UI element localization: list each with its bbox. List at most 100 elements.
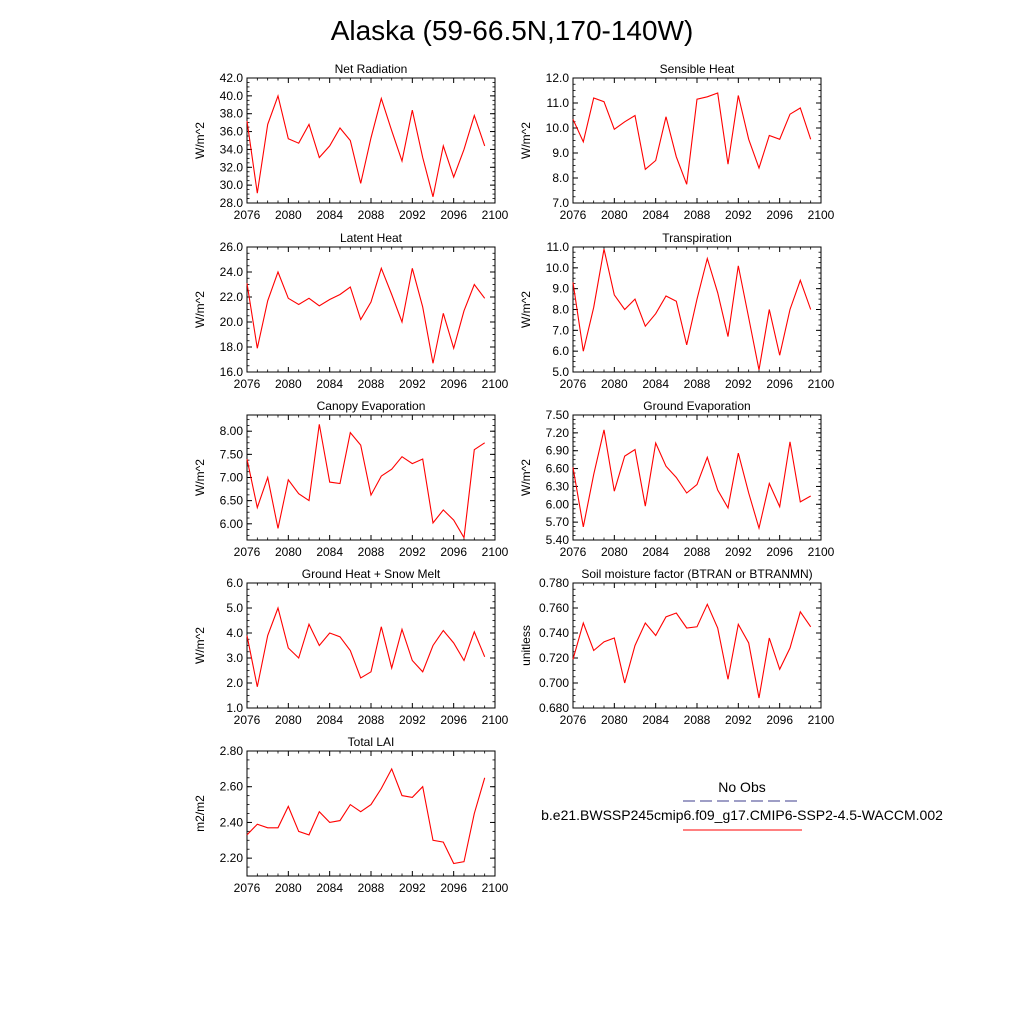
x-tick-label: 2080 (275, 545, 302, 559)
panel-title: Net Radiation (335, 62, 408, 76)
x-tick-label: 2080 (275, 208, 302, 222)
x-tick-label: 2084 (642, 377, 669, 391)
y-tick-label: 6.90 (546, 444, 570, 458)
x-tick-label: 2080 (275, 377, 302, 391)
x-tick-label: 2096 (440, 713, 467, 727)
y-tick-label: 12.0 (546, 71, 570, 85)
x-tick-label: 2100 (808, 208, 835, 222)
plot-frame (246, 582, 496, 709)
y-tick-label: 7.0 (552, 196, 569, 210)
x-tick-label: 2076 (234, 377, 261, 391)
x-tick-label: 2092 (725, 545, 752, 559)
y-axis-label: m2/m2 (193, 795, 207, 832)
y-tick-label: 18.0 (220, 340, 244, 354)
chart-panel-7: Ground Heat + Snow Melt W/m^2 1.0 2.0 3.0 4.0… (193, 567, 509, 727)
series-line (572, 429, 811, 531)
x-tick-label: 2084 (642, 208, 669, 222)
plot-frame (572, 582, 822, 709)
x-tick-label: 2100 (482, 881, 509, 895)
plot-frame (246, 750, 496, 877)
x-tick-label: 2096 (440, 377, 467, 391)
x-tick-label: 2092 (725, 713, 752, 727)
y-tick-label: 7.50 (546, 408, 570, 422)
x-tick-label: 2076 (560, 713, 587, 727)
panel-title: Ground Evaporation (643, 399, 750, 413)
x-tick-label: 2080 (601, 208, 628, 222)
x-tick-label: 2100 (482, 713, 509, 727)
x-tick-label: 2084 (316, 208, 343, 222)
x-tick-label: 2084 (642, 713, 669, 727)
y-tick-label: 11.0 (547, 96, 570, 110)
y-tick-label: 5.70 (546, 515, 570, 529)
x-tick-label: 2092 (399, 377, 426, 391)
series-line (246, 767, 486, 865)
y-tick-label: 7.50 (220, 447, 244, 461)
plot-frame (246, 246, 496, 373)
x-tick-label: 2088 (684, 208, 711, 222)
x-tick-label: 2080 (275, 881, 302, 895)
x-tick-label: 2096 (440, 545, 467, 559)
y-tick-label: 5.0 (226, 601, 243, 615)
x-tick-label: 2084 (316, 713, 343, 727)
x-tick-label: 2088 (358, 377, 385, 391)
y-tick-label: 40.0 (220, 89, 244, 103)
plot-frame (572, 246, 822, 373)
y-tick-label: 30.0 (220, 178, 244, 192)
legend-label-model: b.e21.BWSSP245cmip6.f09_g17.CMIP6-SSP2-4… (541, 807, 943, 823)
y-axis-label: W/m^2 (193, 459, 207, 496)
x-tick-label: 2096 (766, 208, 793, 222)
series-line (572, 92, 812, 185)
y-tick-label: 8.0 (552, 303, 569, 317)
x-tick-label: 2080 (275, 713, 302, 727)
x-tick-label: 2088 (358, 208, 385, 222)
x-tick-label: 2100 (482, 545, 509, 559)
y-tick-label: 10.0 (546, 121, 570, 135)
y-tick-label: 24.0 (220, 265, 244, 279)
y-axis-label: W/m^2 (519, 459, 533, 496)
x-tick-label: 2084 (316, 545, 343, 559)
x-tick-label: 2080 (601, 377, 628, 391)
x-tick-label: 2084 (642, 545, 669, 559)
y-tick-label: 6.00 (546, 497, 570, 511)
x-tick-label: 2088 (358, 545, 385, 559)
y-tick-label: 6.30 (546, 479, 570, 493)
y-axis-label: unitless (519, 625, 533, 666)
x-tick-label: 2076 (560, 377, 587, 391)
y-tick-label: 6.0 (226, 576, 243, 590)
chart-panel-1: Net Radiation W/m^2 28.0 30.0 32.0 34.0 36.0 38… (193, 62, 509, 222)
x-tick-label: 2076 (234, 713, 261, 727)
y-tick-label: 6.50 (220, 494, 244, 508)
x-tick-label: 2100 (808, 377, 835, 391)
y-tick-label: 7.00 (220, 471, 244, 485)
y-tick-label: 42.0 (220, 71, 244, 85)
chart-panel-3: Latent Heat W/m^2 16.0 18.0 20.0 22.0 24.0 26.0… (193, 231, 509, 391)
y-tick-label: 2.0 (226, 676, 243, 690)
y-tick-label: 38.0 (220, 107, 244, 121)
chart-panel-5: Canopy Evaporation W/m^2 6.00 6.50 7.00 7.50 8… (193, 399, 509, 559)
y-tick-label: 9.0 (552, 282, 569, 296)
x-tick-label: 2096 (766, 713, 793, 727)
x-tick-label: 2100 (482, 208, 509, 222)
x-tick-label: 2088 (358, 881, 385, 895)
panel-title: Soil moisture factor (BTRAN or BTRANMN) (581, 567, 812, 581)
series-line (246, 266, 486, 364)
series-line (246, 606, 486, 687)
y-axis-label: W/m^2 (193, 627, 207, 664)
y-axis-label: W/m^2 (519, 122, 533, 159)
panel-title: Sensible Heat (660, 62, 735, 76)
x-tick-label: 2080 (601, 713, 628, 727)
y-tick-label: 36.0 (220, 125, 244, 139)
y-tick-label: 7.0 (552, 323, 569, 337)
y-tick-label: 11.0 (547, 240, 570, 254)
chart-panel-6: Ground Evaporation W/m^2 5.40 5.70 6.00 6.30 6… (519, 399, 835, 559)
y-tick-label: 7.20 (546, 426, 570, 440)
y-tick-label: 0.680 (539, 701, 569, 715)
y-tick-label: 2.80 (220, 744, 244, 758)
y-tick-label: 34.0 (220, 142, 244, 156)
y-axis-label: W/m^2 (193, 291, 207, 328)
x-tick-label: 2088 (684, 545, 711, 559)
chart-panel-4: Transpiration W/m^2 5.0 6.0 7.0 8.0 9.0 10.0 11.… (519, 231, 835, 391)
y-tick-label: 26.0 (220, 240, 244, 254)
series-line (572, 602, 812, 699)
chart-panel-9: Total LAI m2/m2 2.20 2.40 2.60 2.80 2076 2080 20… (193, 735, 509, 895)
